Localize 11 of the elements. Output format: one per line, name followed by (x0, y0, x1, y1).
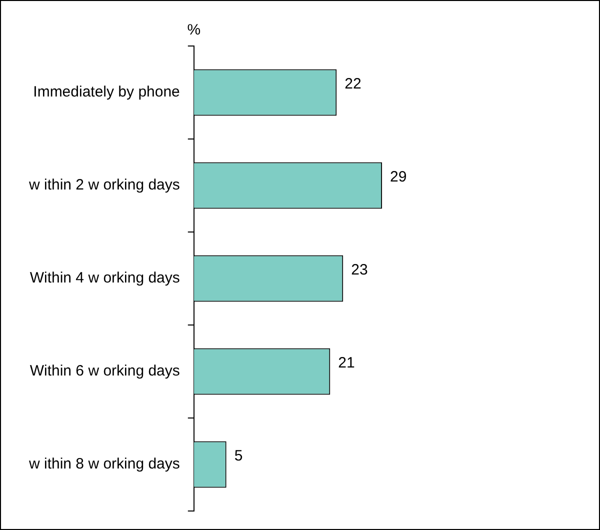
data-label: 22 (344, 76, 362, 93)
data-label: 23 (351, 262, 368, 279)
chart-title: % (187, 22, 201, 39)
y-tick-label: Within 6 w orking days (30, 362, 180, 380)
data-label: 5 (234, 448, 243, 465)
y-tick-label: w ithin 2 w orking days (28, 176, 180, 194)
y-tick-label: Immediately by phone (33, 84, 180, 101)
data-label: 29 (390, 168, 407, 186)
y-tick-label: w ithin 8 w orking days (28, 456, 180, 473)
y-tick-label: Within 4 w orking days (30, 270, 180, 287)
data-label: 21 (338, 354, 355, 372)
